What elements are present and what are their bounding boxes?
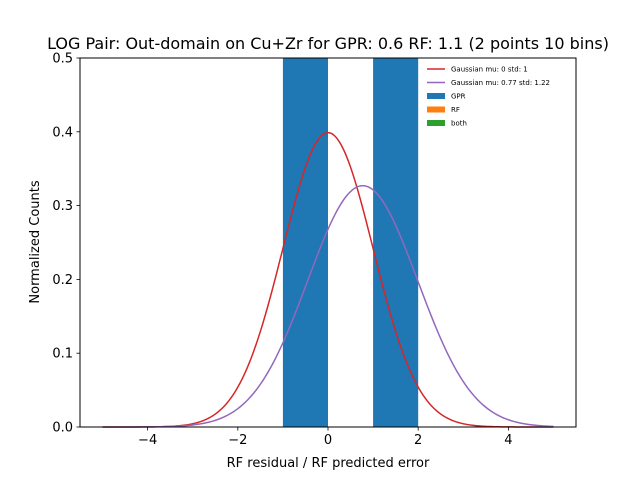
x-tick-label: 0 bbox=[324, 433, 332, 448]
x-tick-label: −4 bbox=[138, 433, 157, 448]
y-tick-label: 0.1 bbox=[52, 347, 73, 362]
y-tick-label: 0.4 bbox=[52, 125, 73, 140]
x-axis-label: RF residual / RF predicted error bbox=[227, 456, 430, 471]
legend-color-swatch bbox=[427, 120, 445, 126]
legend-color-swatch bbox=[427, 93, 445, 99]
legend: Gaussian mu: 0 std: 1 Gaussian mu: 0.77 s… bbox=[427, 66, 550, 128]
curves-layer bbox=[102, 131, 554, 428]
legend-label: GPR bbox=[451, 93, 466, 101]
legend-label: both bbox=[451, 120, 467, 128]
y-axis-ticks: 0.0 0.1 0.2 0.3 0.4 0.5 bbox=[52, 52, 80, 436]
x-tick-label: −2 bbox=[228, 433, 247, 448]
x-tick-label: 2 bbox=[414, 433, 422, 448]
chart-title: LOG Pair: Out-domain on Cu+Zr for GPR: 0… bbox=[47, 34, 609, 53]
y-tick-label: 0.2 bbox=[52, 273, 73, 288]
legend-label: RF bbox=[451, 106, 460, 114]
bar-2 bbox=[373, 58, 419, 427]
bars-layer bbox=[282, 58, 419, 427]
y-tick-label: 0.5 bbox=[52, 52, 73, 67]
bar-1 bbox=[282, 58, 328, 427]
legend-label: Gaussian mu: 0.77 std: 1.22 bbox=[451, 79, 550, 87]
y-tick-label: 0.0 bbox=[52, 421, 73, 436]
gaussian-curve-2 bbox=[102, 184, 554, 428]
x-axis-ticks: −4 −2 0 2 4 bbox=[138, 427, 513, 448]
y-tick-label: 0.3 bbox=[52, 199, 73, 214]
x-tick-label: 4 bbox=[504, 433, 512, 448]
legend-color-swatch bbox=[427, 106, 445, 113]
legend-label: Gaussian mu: 0 std: 1 bbox=[451, 66, 528, 74]
y-axis-label: Normalized Counts bbox=[28, 180, 43, 303]
